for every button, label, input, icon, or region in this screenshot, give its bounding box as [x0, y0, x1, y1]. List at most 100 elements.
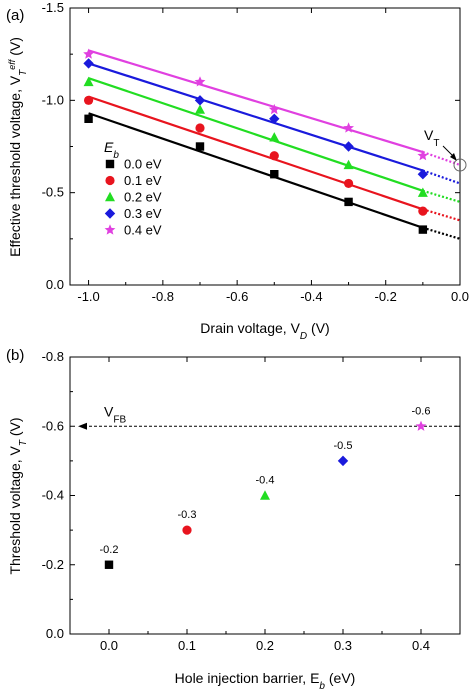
fit-line-4	[88, 49, 424, 154]
data-point-s3-p3	[343, 141, 354, 152]
fit-extrapolation-3	[422, 169, 461, 185]
panel-a-x-axis-label-sub: D	[300, 331, 307, 342]
panel-b-y-tick-label: -0.2	[42, 557, 64, 572]
vt-annotation-sub: T	[433, 138, 439, 149]
panel-b-y-tick-label: 0.0	[46, 626, 64, 641]
legend-label-3: 0.3 eV	[124, 206, 162, 221]
data-point-s4-p4	[417, 150, 429, 161]
panel-b-y-tick-label: -0.8	[42, 349, 64, 364]
panel-a-y-axis-label-sup: eff	[7, 58, 17, 70]
fit-line-3	[88, 62, 424, 172]
vt-intercept-circle	[453, 158, 467, 172]
vfb-label-sub: FB	[113, 414, 126, 425]
panel-b-x-tick-label: 0.1	[178, 638, 196, 653]
threshold-point-2	[260, 490, 270, 500]
data-point-s2-p1	[195, 104, 205, 114]
data-point-s3-p4	[417, 169, 429, 180]
panel-a-markers	[83, 48, 429, 234]
panel-b-x-tick-label: 0.2	[256, 638, 274, 653]
panel-b-y-axis-label-sub: T	[18, 439, 29, 446]
panel-a-vt-annotation: VT	[424, 127, 467, 172]
data-point-s0-p3	[344, 197, 353, 207]
panel-b-y-axis-label: Threshold voltage, VT (V)	[7, 417, 29, 574]
fit-extrapolation-1	[422, 208, 461, 222]
legend-marker-4	[104, 224, 116, 235]
data-point-s4-p1	[194, 76, 206, 87]
data-point-s1-p3	[343, 178, 354, 189]
threshold-point-label-3: -0.5	[334, 440, 353, 452]
panel-b-y-tick-label: -0.6	[42, 418, 64, 433]
threshold-point-1	[182, 525, 192, 535]
legend-marker-0	[105, 159, 115, 169]
panel-a-axes: -1.0 -0.8 -0.6 -0.4 -0.2 0.0 0.0 -0.5 -1.0 -1.5	[42, 0, 469, 304]
data-point-s2-p4	[417, 187, 428, 197]
legend-label-2: 0.2 eV	[124, 190, 162, 205]
vt-annotation-arrowhead	[450, 153, 457, 161]
panel-b: (b) 0.0 0.1 0.2 0.3 0.4 0.0 -0.2 -0.4 -0.6 -0.8 V…	[6, 347, 461, 689]
fit-line-2	[88, 77, 424, 192]
fit-line-1	[88, 95, 424, 211]
panel-a-x-tick-label: -1.0	[77, 289, 99, 304]
panel-a-x-axis-label: Drain voltage, VD (V)	[200, 320, 329, 342]
panel-b-axes: 0.0 0.1 0.2 0.3 0.4 0.0 -0.2 -0.4 -0.6 -0.8	[42, 349, 460, 653]
data-point-s2-p0	[83, 76, 94, 87]
legend-title: Eb	[104, 139, 119, 161]
threshold-point-label-2: -0.4	[256, 475, 275, 487]
vfb-arrowhead	[78, 422, 87, 430]
fit-extrapolation-2	[422, 189, 461, 203]
data-point-s2-p3	[343, 159, 354, 170]
legend-marker-2	[105, 191, 115, 202]
panel-a-x-tick-label: 0.0	[451, 289, 469, 304]
data-point-s3-p0	[83, 58, 94, 69]
legend-title-main: E	[104, 139, 114, 155]
panel-b-x-axis-label-sub: b	[319, 681, 325, 689]
panel-b-x-tick-label: 0.4	[412, 638, 430, 653]
fit-line-0	[88, 112, 424, 229]
fit-extrapolation-4	[422, 151, 461, 167]
panel-a-legend: Eb 0.0 eV0.1 eV 0.2 eV0.3 eV 0.4 eV	[104, 139, 162, 238]
panel-a-x-tick-label: -0.2	[375, 289, 397, 304]
panel-a-x-tick-label: -0.4	[300, 289, 322, 304]
legend-label-4: 0.4 eV	[124, 223, 162, 238]
data-point-s4-p3	[343, 122, 354, 133]
panel-a-y-tick-label: 0.0	[46, 277, 64, 292]
panel-a-y-tick-label: -1.5	[42, 0, 64, 15]
data-point-s3-p2	[269, 113, 280, 124]
vt-annotation-label: VT	[424, 127, 439, 149]
data-point-s3-p1	[194, 95, 206, 106]
panel-b-x-tick-label: 0.0	[100, 638, 118, 653]
panel-a: (a) -1.0 -0.8 -0.6 -0.4 -0.2 0.00.0-0.5-1.0-1…	[6, 0, 469, 342]
vfb-label: VFB	[104, 403, 126, 425]
data-point-s1-p1	[195, 123, 205, 133]
panel-b-y-tick-label: -0.4	[42, 488, 64, 503]
panel-a-fit-lines	[88, 49, 461, 240]
data-point-s0-p2	[270, 170, 279, 179]
data-point-s2-p2	[269, 132, 280, 142]
data-point-s1-p4	[418, 206, 428, 216]
panel-a-y-axis-label: Effective threshold voltage, VTeff (V)	[7, 37, 29, 257]
data-point-s4-p2	[268, 103, 280, 115]
legend-title-sub: b	[113, 150, 119, 161]
panel-b-label: (b)	[6, 347, 24, 364]
data-point-s1-p2	[269, 151, 279, 161]
panel-a-y-axis-label-sub: T	[18, 69, 29, 76]
legend-label-1: 0.1 eV	[124, 173, 162, 188]
threshold-point-label-0: -0.2	[100, 544, 119, 556]
data-point-s4-p0	[83, 48, 94, 59]
legend-marker-1	[105, 175, 115, 186]
panel-a-y-tick-label: -0.5	[42, 185, 64, 200]
panel-a-x-tick-label: -0.6	[226, 289, 248, 304]
threshold-point-label-4: -0.6	[412, 405, 431, 417]
data-point-s1-p0	[83, 95, 94, 105]
data-point-s0-p4	[418, 225, 428, 234]
data-point-s0-p0	[84, 114, 93, 123]
threshold-point-3	[337, 455, 349, 467]
panel-a-label: (a)	[6, 7, 24, 24]
legend-label-0: 0.0 eV	[124, 157, 162, 172]
data-point-s0-p1	[195, 142, 205, 151]
panel-b-x-tick-label: 0.3	[334, 638, 352, 653]
panel-b-x-axis-label: Hole injection barrier, Eb (eV)	[175, 670, 356, 689]
threshold-point-4	[415, 420, 427, 431]
panel-b-markers: -0.2 -0.3 -0.4 -0.5 -0.6	[100, 405, 431, 569]
